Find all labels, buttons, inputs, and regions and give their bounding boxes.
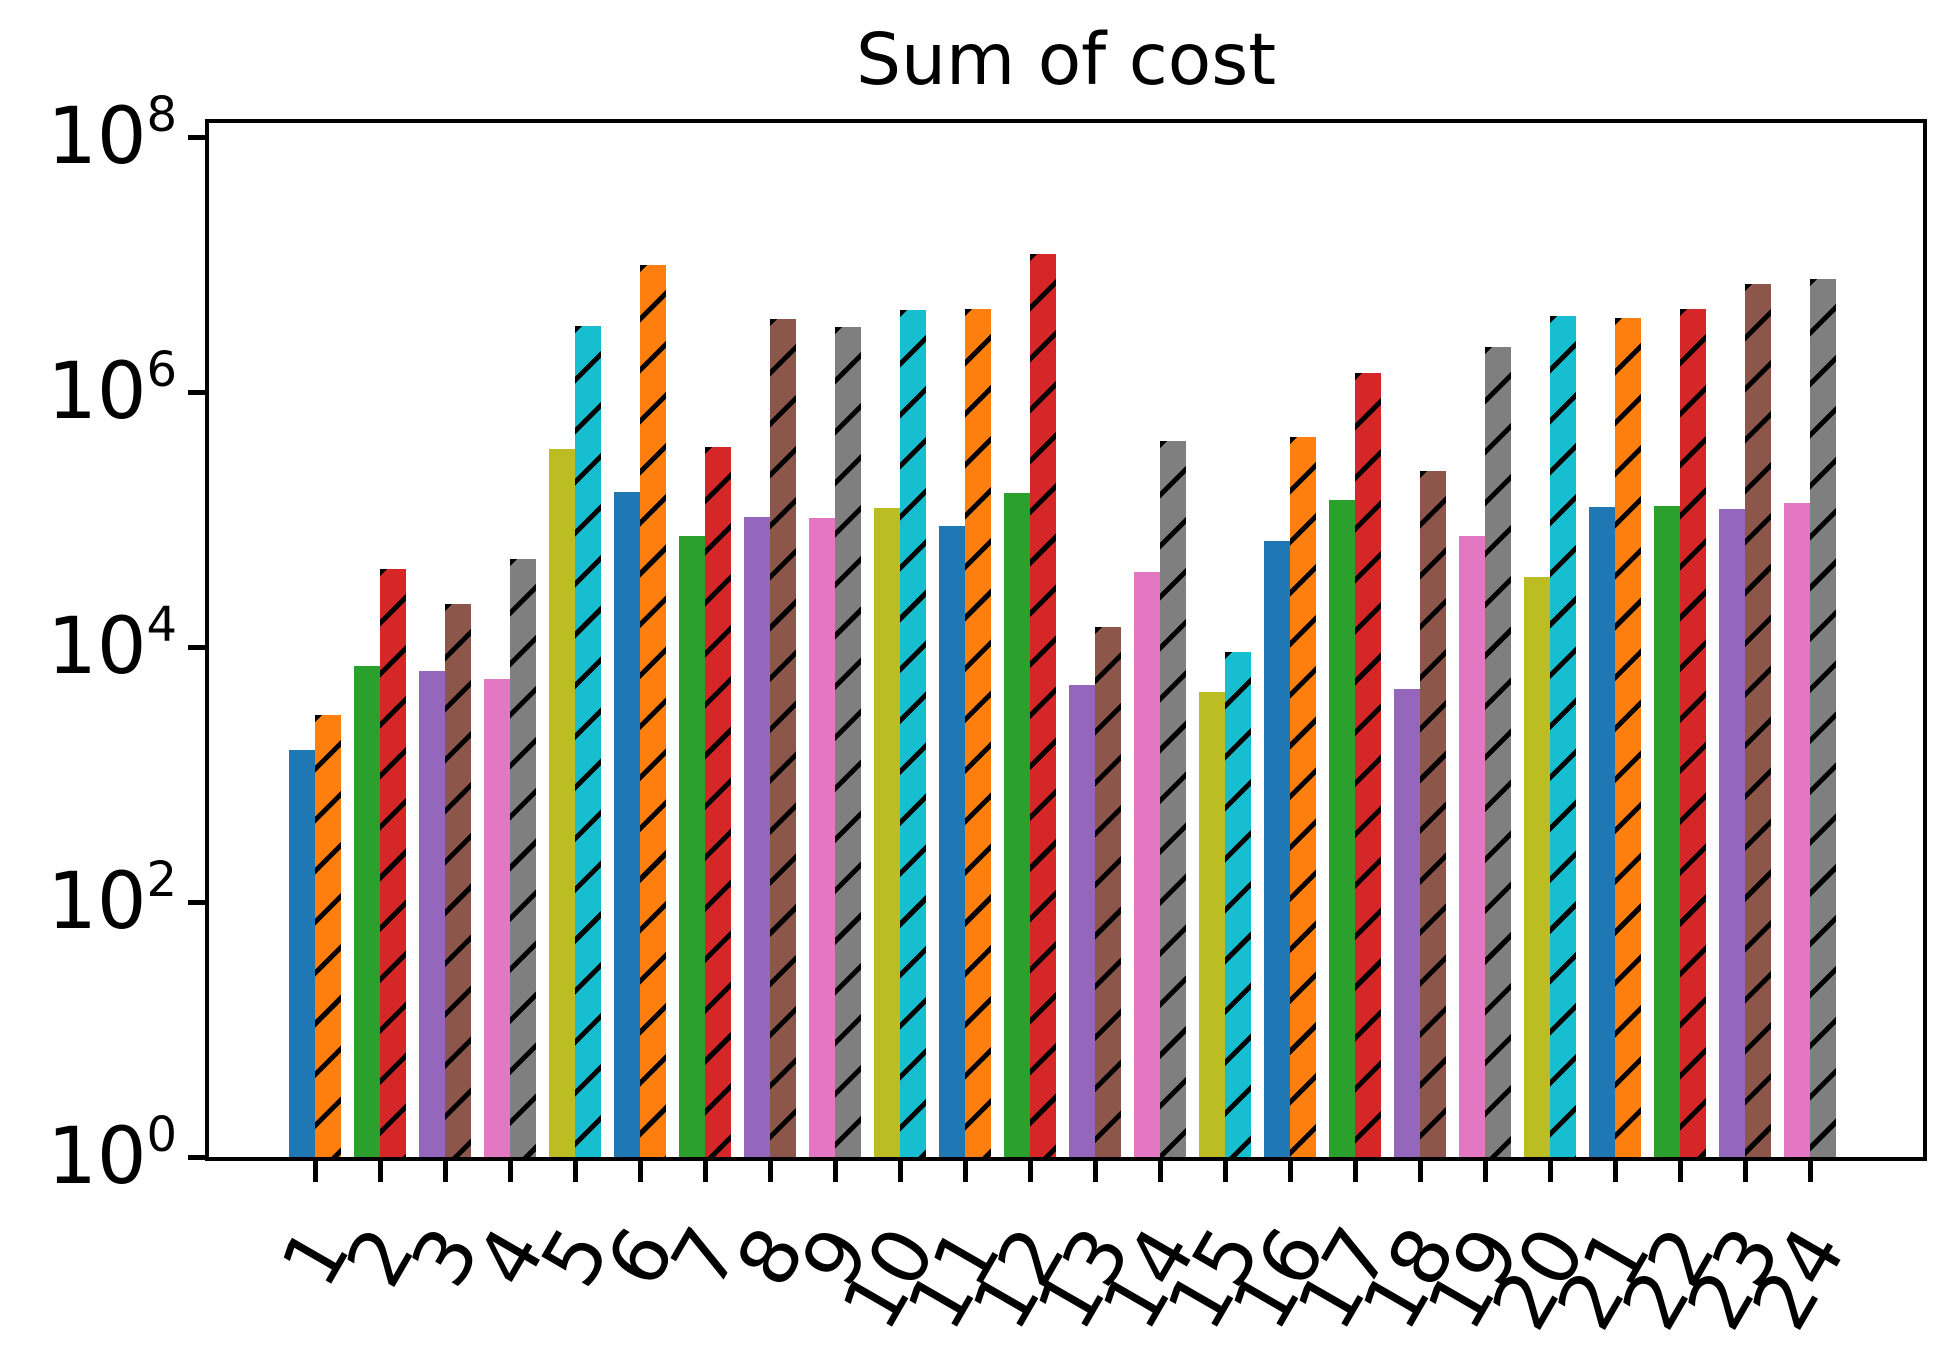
x-tick-10 bbox=[897, 1161, 903, 1182]
bar-hatched-6-orange bbox=[640, 264, 666, 1157]
y-tick-label-10e8: 108 bbox=[47, 87, 178, 182]
bar-hatched-4-gray bbox=[510, 559, 536, 1157]
x-tick-1 bbox=[312, 1161, 318, 1182]
bar-hatched-5-cyan bbox=[575, 325, 601, 1157]
bar-solid-22-green bbox=[1654, 505, 1680, 1157]
bars-layer bbox=[209, 123, 1923, 1157]
bar-solid-3-purple bbox=[419, 671, 445, 1157]
x-tick-5 bbox=[572, 1161, 578, 1182]
x-tick-18 bbox=[1417, 1161, 1423, 1182]
bar-solid-13-purple bbox=[1069, 685, 1095, 1157]
x-tick-2 bbox=[377, 1161, 383, 1182]
bar-hatched-17-red bbox=[1355, 372, 1381, 1157]
bar-hatched-8-brown bbox=[770, 319, 796, 1157]
bar-solid-19-pink bbox=[1459, 536, 1485, 1157]
bar-solid-16-blue bbox=[1264, 541, 1290, 1157]
bar-solid-15-olive bbox=[1199, 691, 1225, 1157]
bar-hatched-20-cyan bbox=[1550, 315, 1576, 1157]
x-tick-16 bbox=[1287, 1161, 1293, 1182]
bar-solid-12-green bbox=[1004, 492, 1030, 1157]
bar-hatched-10-cyan bbox=[900, 310, 926, 1157]
bar-solid-18-purple bbox=[1394, 689, 1420, 1157]
x-tick-22 bbox=[1677, 1161, 1683, 1182]
bar-hatched-2-red bbox=[380, 569, 406, 1157]
bar-hatched-19-gray bbox=[1485, 347, 1511, 1157]
bar-hatched-22-red bbox=[1680, 309, 1706, 1157]
x-tick-15 bbox=[1222, 1161, 1228, 1182]
bar-solid-7-green bbox=[679, 536, 705, 1157]
x-tick-4 bbox=[507, 1161, 513, 1182]
x-tick-12 bbox=[1027, 1161, 1033, 1182]
bar-hatched-7-red bbox=[705, 446, 731, 1157]
x-tick-7 bbox=[702, 1161, 708, 1182]
bar-solid-23-purple bbox=[1719, 509, 1745, 1157]
bar-solid-20-olive bbox=[1524, 576, 1550, 1157]
bar-solid-21-blue bbox=[1589, 506, 1615, 1157]
x-tick-24 bbox=[1807, 1161, 1813, 1182]
x-tick-20 bbox=[1547, 1161, 1553, 1182]
bar-hatched-1-orange bbox=[315, 714, 341, 1157]
x-tick-19 bbox=[1482, 1161, 1488, 1182]
bar-hatched-15-cyan bbox=[1225, 652, 1251, 1157]
bar-hatched-18-brown bbox=[1420, 471, 1446, 1157]
bar-solid-4-pink bbox=[484, 678, 510, 1157]
y-tick-10e0 bbox=[188, 1154, 205, 1160]
x-tick-11 bbox=[962, 1161, 968, 1182]
bar-hatched-21-orange bbox=[1615, 318, 1641, 1157]
x-tick-13 bbox=[1092, 1161, 1098, 1182]
y-tick-10e4 bbox=[188, 644, 205, 650]
y-tick-10e8 bbox=[188, 134, 205, 140]
x-tick-8 bbox=[767, 1161, 773, 1182]
y-tick-10e6 bbox=[188, 389, 205, 395]
x-tick-9 bbox=[832, 1161, 838, 1182]
bar-solid-17-green bbox=[1329, 500, 1355, 1157]
bar-solid-14-pink bbox=[1134, 571, 1160, 1157]
bar-hatched-11-orange bbox=[965, 309, 991, 1157]
bar-hatched-23-brown bbox=[1745, 283, 1771, 1157]
bar-hatched-16-orange bbox=[1290, 436, 1316, 1157]
x-tick-21 bbox=[1612, 1161, 1618, 1182]
bar-solid-11-blue bbox=[939, 525, 965, 1157]
bar-solid-1-blue bbox=[289, 750, 315, 1157]
y-tick-label-10e2: 102 bbox=[47, 852, 178, 947]
y-tick-label-10e6: 106 bbox=[47, 342, 178, 437]
bar-solid-5-olive bbox=[549, 449, 575, 1157]
y-tick-label-10e0: 100 bbox=[47, 1107, 178, 1202]
bar-solid-8-purple bbox=[744, 517, 770, 1157]
x-tick-3 bbox=[442, 1161, 448, 1182]
bar-solid-10-olive bbox=[874, 508, 900, 1157]
bar-hatched-13-brown bbox=[1095, 626, 1121, 1157]
bar-solid-2-green bbox=[354, 666, 380, 1157]
bar-solid-6-blue bbox=[614, 491, 640, 1157]
bar-solid-24-pink bbox=[1784, 502, 1810, 1157]
bar-hatched-14-gray bbox=[1160, 440, 1186, 1157]
bar-hatched-12-red bbox=[1030, 254, 1056, 1157]
x-tick-17 bbox=[1352, 1161, 1358, 1182]
bar-solid-9-pink bbox=[809, 518, 835, 1157]
chart-title: Sum of cost bbox=[855, 18, 1277, 101]
x-tick-14 bbox=[1157, 1161, 1163, 1182]
y-tick-label-10e4: 104 bbox=[47, 597, 178, 692]
x-tick-23 bbox=[1742, 1161, 1748, 1182]
y-tick-10e2 bbox=[188, 899, 205, 905]
bar-hatched-9-gray bbox=[835, 327, 861, 1157]
plot-area bbox=[205, 119, 1927, 1161]
bar-hatched-24-gray bbox=[1810, 278, 1836, 1157]
x-tick-6 bbox=[637, 1161, 643, 1182]
bar-hatched-3-brown bbox=[445, 603, 471, 1157]
